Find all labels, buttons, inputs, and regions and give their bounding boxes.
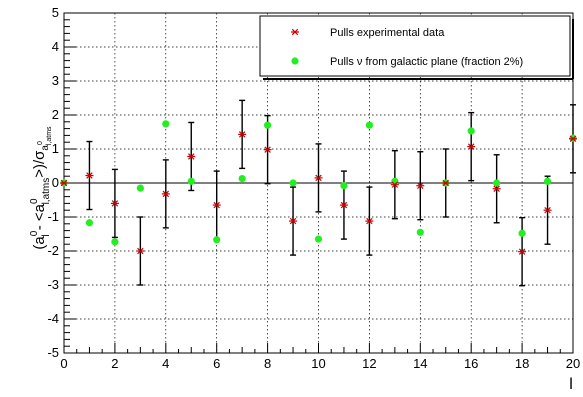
x-tick-label: 0 xyxy=(60,356,67,371)
x-tick-label: 6 xyxy=(213,356,220,371)
legend-label-experimental: Pulls experimental data xyxy=(330,27,445,39)
experimental-point xyxy=(569,135,577,143)
asterisk-stroke xyxy=(315,174,322,182)
galactic-point xyxy=(467,127,475,135)
galactic-point xyxy=(314,235,323,243)
x-tick-label: 12 xyxy=(362,356,376,371)
experimental-point xyxy=(161,190,170,198)
experimental-point xyxy=(212,201,221,209)
x-tick-label: 10 xyxy=(311,356,325,371)
asterisk-stroke xyxy=(544,206,551,214)
experimental-point xyxy=(85,172,94,179)
legend: Pulls experimental data Pulls ν from gal… xyxy=(259,15,574,80)
experimental-point xyxy=(289,217,298,225)
y-tick-label: 2 xyxy=(52,107,59,122)
y-tick-label: -4 xyxy=(47,311,59,326)
y-tick-label: 4 xyxy=(52,39,59,54)
galactic-point xyxy=(340,182,348,190)
legend-label-galactic: Pulls ν from galactic plane (fraction 2%… xyxy=(330,56,523,68)
experimental-point xyxy=(110,200,119,207)
experimental-point xyxy=(492,185,501,193)
asterisk-stroke xyxy=(340,201,348,209)
asterisk-stroke xyxy=(264,146,271,153)
galactic-point xyxy=(111,238,119,246)
experimental-point xyxy=(441,179,450,187)
y-tick-label: 5 xyxy=(52,5,59,20)
asterisk-stroke xyxy=(289,217,297,225)
asterisk-stroke xyxy=(111,200,119,207)
asterisk-stroke xyxy=(60,179,68,187)
galactic-point xyxy=(289,179,297,187)
asterisk-stroke xyxy=(162,190,170,198)
experimental-point xyxy=(136,247,145,255)
legend-circle xyxy=(291,57,299,65)
y-axis-label: (a0l - <a0l,atms>)/σa0 l,atms xyxy=(29,126,53,250)
experimental-point xyxy=(416,182,425,189)
galactic-point xyxy=(493,179,501,187)
experimental-point xyxy=(339,201,348,209)
galactic-point xyxy=(416,228,424,236)
x-tick-label: 16 xyxy=(464,356,478,371)
galactic-point xyxy=(162,120,170,128)
experimental-point xyxy=(238,131,247,138)
experimental-point xyxy=(60,179,68,187)
asterisk-stroke xyxy=(291,28,299,36)
asterisk-stroke xyxy=(391,181,399,188)
y-tick-label: -5 xyxy=(47,345,59,360)
x-axis-label: l xyxy=(569,376,573,392)
experimental-point xyxy=(467,143,476,150)
y-tick-label: -1 xyxy=(47,209,59,224)
experimental-point xyxy=(518,248,527,255)
x-tick-label: 20 xyxy=(566,356,580,371)
galactic-point xyxy=(187,177,195,185)
experimental-point xyxy=(187,153,196,160)
asterisk-stroke xyxy=(238,131,246,138)
y-tick-label: 3 xyxy=(52,73,59,88)
experimental-point xyxy=(390,181,399,188)
x-tick-label: 18 xyxy=(515,356,529,371)
asterisk-stroke xyxy=(493,185,500,193)
galactic-point xyxy=(85,219,94,227)
legend-box xyxy=(259,15,571,77)
experimental-point xyxy=(365,217,374,225)
asterisk-stroke xyxy=(569,135,577,143)
asterisk-stroke xyxy=(213,201,220,209)
galactic-point xyxy=(518,229,526,237)
galactic-point xyxy=(238,174,246,183)
galactic-point xyxy=(543,177,552,185)
experimental-point xyxy=(263,146,272,153)
asterisk-stroke xyxy=(86,172,93,179)
asterisk-stroke xyxy=(467,143,475,150)
legend-marker-experimental xyxy=(291,28,299,36)
galactic-point xyxy=(136,184,144,192)
y-tick-label: 0 xyxy=(52,175,59,190)
asterisk-stroke xyxy=(518,248,526,255)
x-tick-label: 2 xyxy=(111,356,118,371)
experimental-point xyxy=(543,206,552,214)
asterisk-stroke xyxy=(366,217,373,225)
asterisk-stroke xyxy=(417,182,424,189)
x-tick-label: 14 xyxy=(413,356,427,371)
asterisk-stroke xyxy=(137,247,144,255)
galactic-point xyxy=(264,121,272,129)
y-tick-label: 1 xyxy=(52,141,59,156)
asterisk-stroke xyxy=(442,179,449,187)
y-tick-label: -2 xyxy=(47,243,59,258)
galactic-point xyxy=(391,177,399,185)
y-tick-label: -3 xyxy=(47,277,59,292)
x-tick-label: 8 xyxy=(264,356,271,371)
experimental-point xyxy=(314,174,323,182)
galactic-point xyxy=(213,236,221,244)
asterisk-stroke xyxy=(188,153,195,160)
galactic-point xyxy=(365,121,373,129)
data-marks xyxy=(60,99,577,287)
x-tick-label: 4 xyxy=(162,356,169,371)
legend-marker-galactic xyxy=(291,57,299,65)
legend-asterisk xyxy=(291,28,299,36)
